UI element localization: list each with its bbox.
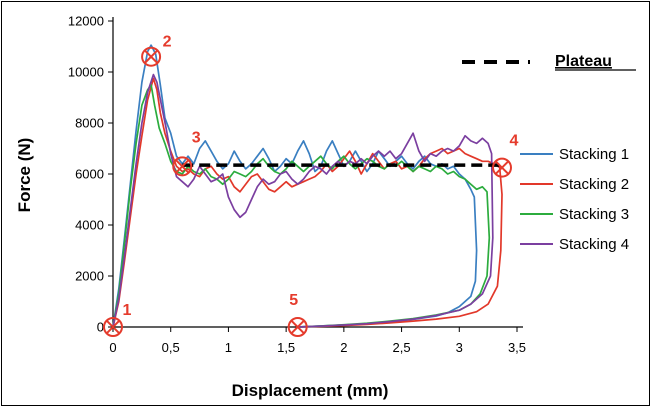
series-line-stacking-3: [112, 83, 491, 328]
marker-1-circle: [103, 317, 123, 337]
legend-label-stacking-4: Stacking 4: [559, 236, 629, 253]
x-tick-label: 1: [225, 340, 232, 355]
plateau-legend-label: Plateau: [555, 53, 612, 70]
marker-4-circle: [491, 157, 512, 178]
marker-5-label: 5: [289, 292, 298, 309]
marker-5-circle: [287, 317, 308, 337]
y-tick-label: 6000: [75, 167, 104, 182]
y-tick-label: 10000: [68, 65, 104, 80]
marker-4-label: 4: [510, 133, 519, 150]
x-tick-label: 3: [456, 340, 463, 355]
legend-label-stacking-3: Stacking 3: [559, 206, 629, 223]
marker-2-cross-b: [144, 49, 159, 64]
y-tick-label: 12000: [68, 14, 104, 29]
legend-label-stacking-2: Stacking 2: [559, 176, 629, 193]
marker-2-label: 2: [163, 34, 172, 51]
y-tick-label: 2000: [75, 269, 104, 284]
x-tick-label: 3,5: [508, 340, 526, 355]
series-line-stacking-2: [112, 77, 503, 328]
x-tick-label: 2: [340, 340, 347, 355]
marker-4-cross-b: [494, 160, 510, 175]
marker-3-cross-b: [175, 159, 190, 174]
marker-3-label: 3: [192, 129, 201, 146]
marker-1-label: 1: [123, 302, 132, 319]
legend-label-stacking-1: Stacking 1: [559, 146, 629, 163]
series-line-stacking-4: [112, 73, 494, 328]
x-tick-label: 1,5: [277, 340, 295, 355]
y-tick-label: 8000: [75, 116, 104, 131]
series-line-stacking-1: [112, 44, 478, 328]
y-axis-title: Force (N): [15, 138, 34, 213]
x-tick-label: 0: [109, 340, 116, 355]
x-tick-label: 2,5: [393, 340, 411, 355]
y-tick-label: 4000: [75, 218, 104, 233]
marker-3-circle: [172, 156, 193, 177]
x-tick-label: 0,5: [162, 340, 180, 355]
plateau-legend: Plateau: [462, 53, 636, 71]
x-axis-title: Displacement (mm): [232, 381, 389, 400]
marker-1-cross-b: [105, 319, 121, 335]
marker-2-circle: [141, 46, 162, 67]
marker-5-cross-b: [290, 319, 305, 335]
y-tick-label: 0: [97, 320, 104, 335]
